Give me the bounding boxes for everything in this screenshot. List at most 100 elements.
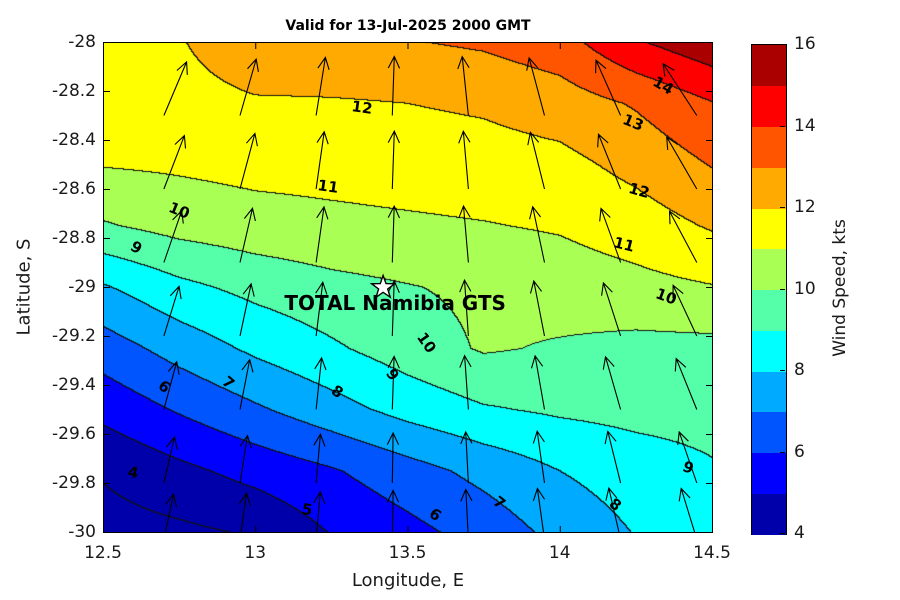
wind-arrow	[459, 278, 472, 337]
wind-arrow	[529, 205, 546, 263]
wind-arrow	[313, 490, 326, 533]
colorbar-band	[752, 493, 786, 535]
colorbar-tick-mark	[780, 288, 785, 290]
contour-level-label: 5	[300, 499, 314, 520]
x-axis-label: Longitude, E	[351, 570, 465, 591]
wind-arrow	[674, 357, 698, 410]
wind-arrow	[313, 432, 326, 484]
plot-title: Valid for 13-Jul-2025 2000 GMT	[285, 18, 531, 34]
wind-arrow	[239, 57, 259, 116]
colorbar-tick-mark	[780, 125, 785, 127]
colorbar-tick-label: 12	[794, 197, 816, 217]
colorbar-band	[752, 208, 786, 250]
y-tick-label: -28.6	[52, 179, 96, 199]
wind-arrow	[163, 360, 180, 410]
wind-arrow	[668, 210, 698, 263]
wind-arrow	[458, 129, 471, 190]
x-tick-label: 13	[244, 543, 267, 563]
wind-arrow	[315, 130, 329, 190]
colorbar-band	[752, 289, 786, 331]
x-tick-label: 12.5	[84, 543, 122, 563]
y-tick-label: -30	[68, 522, 96, 542]
y-tick-label: -28.8	[52, 228, 96, 248]
station-label: TOTAL Namibia GTS	[284, 290, 506, 315]
colorbar-tick-label: 16	[794, 34, 816, 54]
wind-arrow	[315, 205, 329, 263]
colorbar-tick-mark	[780, 370, 785, 371]
colorbar-tick-mark	[780, 533, 785, 534]
colorbar-tick-label: 6	[794, 441, 805, 462]
wind-arrow	[314, 356, 327, 410]
wind-arrow	[532, 487, 546, 533]
colorbar-tick-mark	[780, 207, 785, 208]
colorbar-tick-label: 8	[794, 360, 805, 380]
wind-arrow	[387, 279, 400, 337]
wind-arrow	[599, 207, 622, 263]
wind-arrow	[239, 132, 258, 190]
quiver-and-marker-overlay	[103, 42, 713, 533]
colorbar-tick-label: 14	[794, 115, 816, 136]
wind-arrow	[239, 282, 255, 337]
wind-arrow	[387, 204, 401, 263]
colorbar-band	[752, 330, 786, 372]
colorbar-band	[752, 452, 786, 494]
station-star-marker	[369, 273, 397, 299]
wind-arrow	[678, 487, 696, 533]
colorbar-band	[752, 45, 786, 87]
contour-level-label: 11	[316, 175, 340, 197]
colorbar-label: Wind Speed, kts	[830, 219, 850, 357]
wind-arrow	[387, 355, 400, 410]
wind-arrow	[387, 129, 401, 190]
wind-arrow	[527, 131, 546, 190]
wind-arrow	[605, 486, 620, 533]
wind-arrow	[387, 55, 401, 116]
colorbar-band	[752, 411, 786, 453]
wind-arrow	[386, 489, 400, 533]
colorbar-band	[752, 248, 786, 290]
wind-arrow	[163, 435, 178, 484]
y-tick-label: -28.2	[52, 81, 96, 101]
y-tick-label: -29.8	[52, 473, 96, 493]
wind-arrow	[315, 56, 330, 116]
wind-arrow	[459, 354, 472, 410]
wind-arrow	[529, 279, 546, 337]
wind-arrow	[164, 493, 178, 533]
x-tick-label: 13.5	[388, 543, 427, 563]
colorbar-band	[752, 126, 786, 168]
colorbar-band	[752, 371, 786, 413]
contour-level-label: 12	[350, 97, 374, 119]
wind-arrow	[163, 209, 184, 263]
wind-arrow	[532, 429, 546, 484]
colorbar-band	[752, 85, 786, 127]
wind-arrow	[163, 134, 187, 190]
y-tick-label: -29.6	[52, 424, 96, 444]
wind-arrow	[530, 354, 546, 410]
x-tick-label: 14	[548, 543, 571, 563]
wind-arrow	[672, 284, 698, 337]
y-axis-label: Latitude, S	[13, 238, 35, 336]
y-tick-label: -29.2	[52, 326, 96, 346]
y-tick-label: -28	[68, 32, 96, 52]
wind-arrow	[460, 430, 473, 484]
wind-arrow	[604, 430, 622, 484]
y-tick-label: -28.4	[52, 130, 96, 150]
colorbar-tick-label: 10	[794, 278, 816, 299]
wind-arrow	[386, 431, 400, 484]
wind-arrow	[677, 430, 698, 484]
colorbar-band	[752, 167, 786, 209]
y-tick-label: -29.4	[52, 375, 96, 395]
wind-arrow	[526, 56, 546, 116]
wind-arrow	[163, 60, 188, 116]
wind-arrow	[601, 281, 622, 337]
wind-arrow	[662, 62, 698, 116]
wind-arrow	[595, 59, 622, 116]
filled-contour-map	[103, 42, 713, 533]
wind-arrow	[239, 434, 252, 484]
wind-arrow	[460, 488, 473, 533]
y-tick-label: -29	[68, 277, 96, 297]
wind-arrow	[457, 55, 470, 116]
x-tick-label: 14.5	[693, 543, 731, 563]
wind-arrow	[239, 358, 254, 410]
wind-arrow	[163, 285, 182, 337]
